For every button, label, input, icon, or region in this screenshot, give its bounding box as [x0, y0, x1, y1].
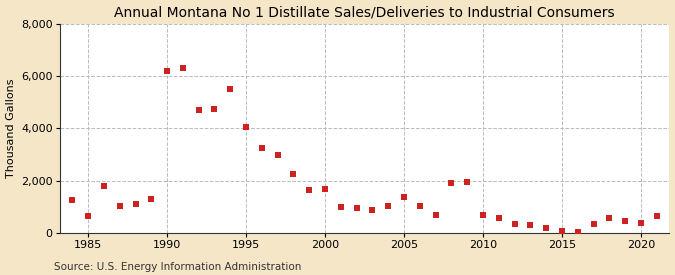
Point: [335, 205, 346, 209]
Point: [67, 198, 78, 203]
Point: [414, 204, 425, 208]
Point: [225, 87, 236, 91]
Point: [651, 214, 662, 218]
Point: [493, 215, 504, 220]
Point: [636, 221, 647, 225]
Point: [130, 202, 141, 207]
Point: [351, 206, 362, 211]
Y-axis label: Thousand Gallons: Thousand Gallons: [5, 79, 16, 178]
Point: [383, 204, 394, 208]
Point: [525, 223, 536, 228]
Point: [256, 146, 267, 150]
Point: [620, 219, 630, 224]
Point: [146, 197, 157, 201]
Point: [288, 172, 299, 177]
Point: [478, 213, 489, 217]
Point: [541, 226, 551, 230]
Point: [399, 194, 410, 199]
Title: Annual Montana No 1 Distillate Sales/Deliveries to Industrial Consumers: Annual Montana No 1 Distillate Sales/Del…: [114, 6, 615, 20]
Point: [209, 106, 220, 111]
Point: [272, 152, 283, 157]
Point: [588, 222, 599, 226]
Point: [83, 214, 94, 218]
Point: [462, 180, 472, 184]
Point: [193, 108, 204, 112]
Point: [320, 186, 331, 191]
Point: [99, 184, 109, 188]
Point: [572, 230, 583, 234]
Point: [162, 68, 173, 73]
Point: [114, 204, 125, 208]
Point: [509, 222, 520, 226]
Point: [604, 215, 615, 220]
Point: [178, 66, 188, 70]
Point: [367, 207, 378, 212]
Point: [557, 229, 568, 233]
Point: [430, 213, 441, 217]
Text: Source: U.S. Energy Information Administration: Source: U.S. Energy Information Administ…: [54, 262, 301, 272]
Point: [446, 181, 457, 186]
Point: [241, 125, 252, 129]
Point: [304, 188, 315, 192]
